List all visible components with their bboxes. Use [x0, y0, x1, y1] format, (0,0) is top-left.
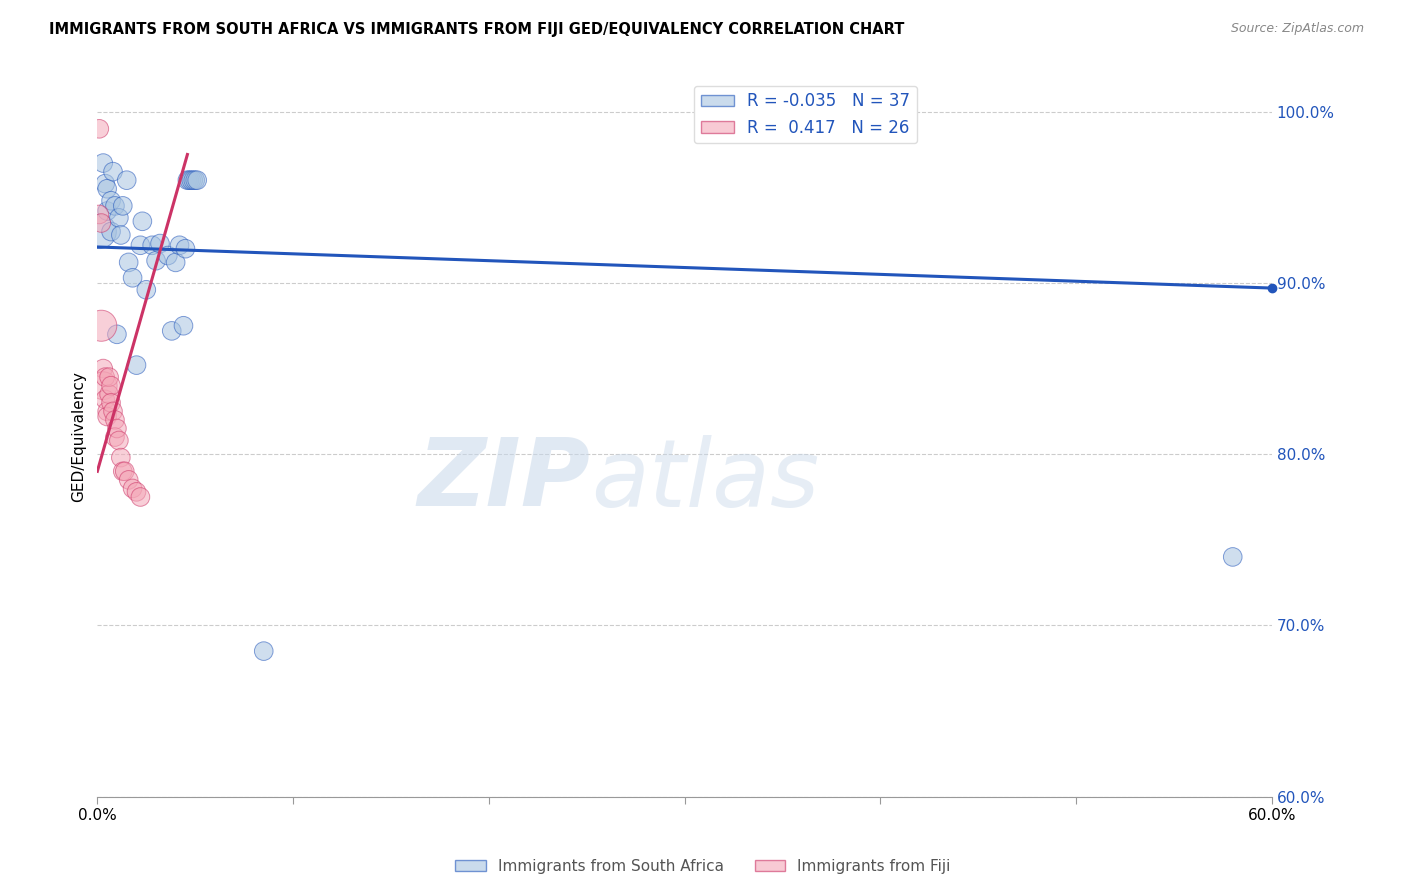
Point: [145, 253, 167, 268]
Point: [98, 370, 121, 384]
Text: Source: ZipAtlas.com: Source: ZipAtlas.com: [1230, 22, 1364, 36]
Text: ZIP: ZIP: [418, 434, 591, 526]
Point: [104, 199, 127, 213]
Point: [108, 211, 131, 225]
Point: [125, 358, 148, 372]
Point: [121, 270, 143, 285]
Point: [101, 164, 124, 178]
Legend: Immigrants from South Africa, Immigrants from Fiji: Immigrants from South Africa, Immigrants…: [449, 853, 957, 880]
Point: [91, 361, 114, 376]
Point: [160, 324, 183, 338]
Point: [110, 450, 132, 465]
Point: [129, 238, 152, 252]
Point: [96, 204, 118, 219]
Point: [105, 327, 128, 342]
Legend: R = -0.035   N = 37, R =  0.417   N = 26: R = -0.035 N = 37, R = 0.417 N = 26: [695, 86, 917, 144]
Point: [89, 121, 111, 136]
Point: [100, 396, 122, 410]
Point: [91, 156, 114, 170]
Text: atlas: atlas: [591, 434, 818, 525]
Point: [149, 236, 172, 251]
Point: [89, 225, 111, 239]
Point: [156, 248, 179, 262]
Point: [104, 430, 127, 444]
Point: [104, 413, 127, 427]
Point: [96, 404, 118, 418]
Point: [115, 173, 138, 187]
Point: [100, 378, 122, 392]
Point: [129, 490, 152, 504]
Point: [186, 173, 208, 187]
Point: [169, 238, 191, 252]
Point: [100, 194, 122, 208]
Point: [111, 199, 134, 213]
Point: [131, 214, 153, 228]
Point: [253, 644, 276, 658]
Point: [94, 392, 117, 407]
Point: [165, 255, 187, 269]
Point: [96, 409, 118, 424]
Y-axis label: GED/Equivalency: GED/Equivalency: [72, 372, 86, 502]
Point: [179, 173, 201, 187]
Point: [108, 434, 131, 448]
Point: [125, 484, 148, 499]
Point: [121, 482, 143, 496]
Point: [100, 225, 122, 239]
Point: [118, 473, 141, 487]
Point: [98, 387, 121, 401]
Point: [94, 177, 117, 191]
Point: [114, 464, 136, 478]
Point: [174, 242, 197, 256]
Point: [90, 318, 112, 333]
Point: [101, 404, 124, 418]
Point: [141, 238, 163, 252]
Text: IMMIGRANTS FROM SOUTH AFRICA VS IMMIGRANTS FROM FIJI GED/EQUIVALENCY CORRELATION: IMMIGRANTS FROM SOUTH AFRICA VS IMMIGRAN…: [49, 22, 904, 37]
Point: [91, 378, 114, 392]
Point: [94, 370, 117, 384]
Point: [184, 173, 207, 187]
Point: [173, 318, 195, 333]
Point: [180, 173, 202, 187]
Point: [90, 216, 112, 230]
Point: [111, 464, 134, 478]
Point: [176, 173, 198, 187]
Point: [89, 207, 111, 221]
Point: [118, 255, 141, 269]
Point: [105, 421, 128, 435]
Point: [1222, 549, 1244, 564]
Point: [181, 173, 204, 187]
Point: [135, 283, 157, 297]
Point: [96, 182, 118, 196]
Point: [110, 227, 132, 242]
